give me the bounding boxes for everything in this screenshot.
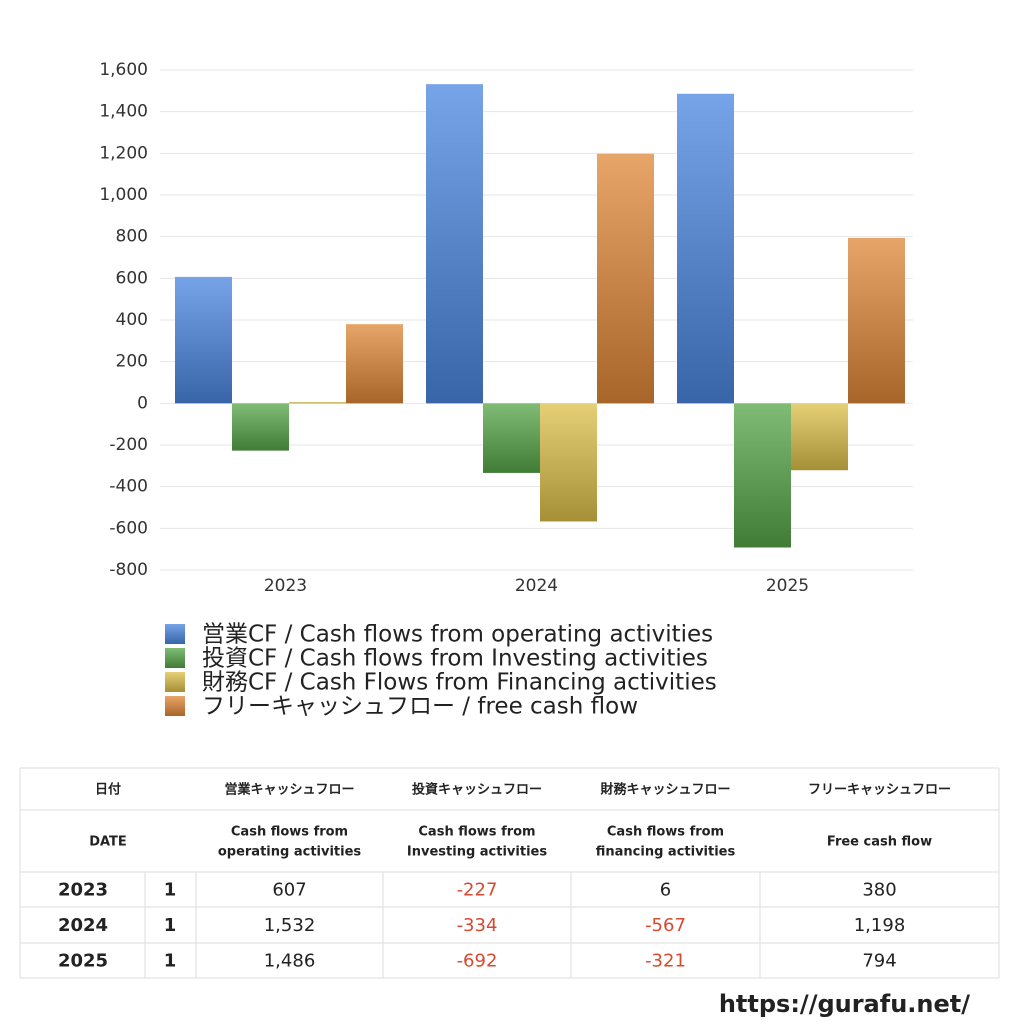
bar (346, 324, 403, 404)
bar (483, 403, 540, 473)
table-date: 2025 (58, 951, 108, 972)
table-cell: 794 (862, 951, 896, 972)
y-tick-label: 1,400 (99, 102, 148, 122)
table-header: 投資キャッシュフロー (412, 782, 542, 798)
y-tick-label: -600 (109, 518, 148, 538)
legend-swatch (165, 696, 185, 716)
table-header: 財務キャッシュフロー (599, 782, 730, 798)
y-tick-label: -800 (109, 560, 148, 580)
bar (848, 237, 905, 404)
y-tick-label: 800 (116, 227, 148, 247)
legend-swatch (165, 672, 185, 692)
table-header-en: operating activities (218, 845, 362, 860)
table-cell: -227 (457, 880, 498, 901)
table-cell: -321 (645, 951, 686, 972)
footer-url: https://gurafu.net/ (719, 990, 970, 1018)
table-cell: 1 (164, 880, 177, 901)
table-header-en: Cash flows from (418, 825, 535, 840)
table-header: 日付 (95, 782, 121, 798)
table-cell: 1 (164, 915, 177, 936)
table-cell: 607 (272, 880, 306, 901)
table-cell: -692 (457, 951, 498, 972)
y-tick-label: 600 (116, 268, 148, 288)
legend-label: 財務CF / Cash Flows from Financing activit… (202, 670, 717, 696)
table-cell: -334 (457, 915, 498, 936)
y-tick-label: 400 (116, 310, 148, 330)
bar (426, 84, 483, 404)
y-tick-label: 1,000 (99, 185, 148, 205)
table-header-en: DATE (89, 835, 127, 850)
table-header: フリーキャッシュフロー (808, 783, 951, 798)
y-tick-label: -200 (109, 435, 148, 455)
table-cell: 1,532 (264, 915, 316, 936)
table-header-en: Free cash flow (827, 835, 932, 850)
y-tick-label: 1,200 (99, 143, 148, 163)
bar (232, 403, 289, 451)
bar (791, 403, 848, 471)
table-cell: 6 (660, 880, 671, 901)
table-date: 2023 (58, 880, 108, 901)
bar (540, 403, 597, 522)
bar (734, 403, 791, 548)
bar (677, 93, 734, 404)
legend-swatch (165, 648, 185, 668)
legend-swatch (165, 624, 185, 644)
y-tick-label: 200 (116, 352, 148, 372)
table-cell: 380 (862, 880, 896, 901)
table-cell: 1 (164, 951, 177, 972)
y-tick-label: -400 (109, 477, 148, 497)
table-cell: 1,198 (854, 915, 906, 936)
table-date: 2024 (58, 915, 108, 936)
legend-label: フリーキャッシュフロー / free cash flow (202, 694, 638, 720)
table-cell: 1,486 (264, 951, 316, 972)
table-header-en: Investing activities (407, 845, 547, 860)
bar (289, 402, 346, 404)
y-tick-label: 1,600 (99, 60, 148, 80)
bar (175, 276, 232, 404)
table-header-en: financing activities (596, 845, 736, 860)
legend-label: 営業CF / Cash flows from operating activit… (202, 622, 713, 648)
x-tick-label: 2023 (264, 576, 307, 596)
table-header-en: Cash flows from (231, 825, 348, 840)
table-cell: -567 (645, 915, 686, 936)
table-header: 営業キャッシュフロー (224, 782, 354, 798)
x-tick-label: 2024 (515, 576, 558, 596)
bar (597, 153, 654, 404)
x-tick-label: 2025 (766, 576, 809, 596)
table-header-en: Cash flows from (607, 825, 724, 840)
legend-label: 投資CF / Cash flows from Investing activit… (202, 646, 708, 672)
y-tick-label: 0 (137, 393, 148, 413)
